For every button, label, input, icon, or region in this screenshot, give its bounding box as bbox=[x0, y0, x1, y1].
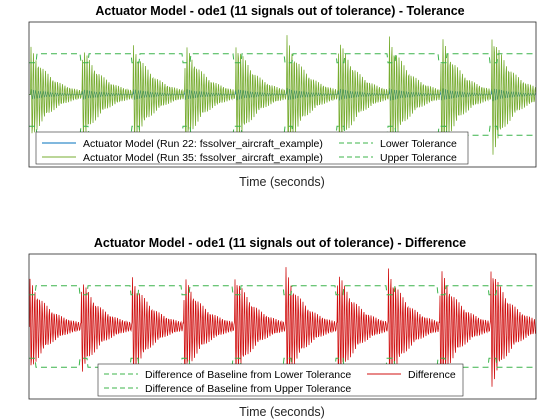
tolerance-chart-title: Actuator Model - ode1 (11 signals out of… bbox=[95, 4, 464, 18]
legend-label-run22: Actuator Model (Run 22: fssolver_aircraf… bbox=[83, 138, 323, 150]
tolerance-chart: Actuator Model - ode1 (11 signals out of… bbox=[28, 4, 537, 189]
legend-label-upper-tolerance: Upper Tolerance bbox=[380, 152, 457, 164]
difference-chart-xlabel: Time (seconds) bbox=[239, 405, 325, 419]
series-run35-line bbox=[29, 35, 536, 155]
difference-legend-box bbox=[97, 363, 464, 397]
legend-label-lower-tolerance: Lower Tolerance bbox=[380, 138, 457, 150]
difference-chart-legend: Difference of Baseline from Lower Tolera… bbox=[97, 363, 464, 397]
tolerance-chart-xlabel: Time (seconds) bbox=[239, 175, 325, 189]
difference-chart: Actuator Model - ode1 (11 signals out of… bbox=[28, 236, 537, 419]
legend-label-diff-upper: Difference of Baseline from Upper Tolera… bbox=[145, 383, 351, 395]
tolerance-chart-axes-box bbox=[28, 21, 537, 168]
difference-chart-title: Actuator Model - ode1 (11 signals out of… bbox=[94, 236, 466, 250]
series-upper-tolerance-line bbox=[29, 285, 536, 296]
series-difference-line bbox=[29, 267, 536, 387]
difference-chart-axes-box bbox=[28, 253, 537, 400]
tolerance-chart-legend: Actuator Model (Run 22: fssolver_aircraf… bbox=[35, 131, 469, 165]
legend-label-difference: Difference bbox=[408, 369, 456, 381]
tolerance-legend-box bbox=[35, 131, 469, 165]
legend-label-run35: Actuator Model (Run 35: fssolver_aircraf… bbox=[83, 152, 323, 164]
legend-label-diff-lower: Difference of Baseline from Lower Tolera… bbox=[145, 369, 351, 381]
series-upper-tolerance-line bbox=[29, 53, 536, 64]
